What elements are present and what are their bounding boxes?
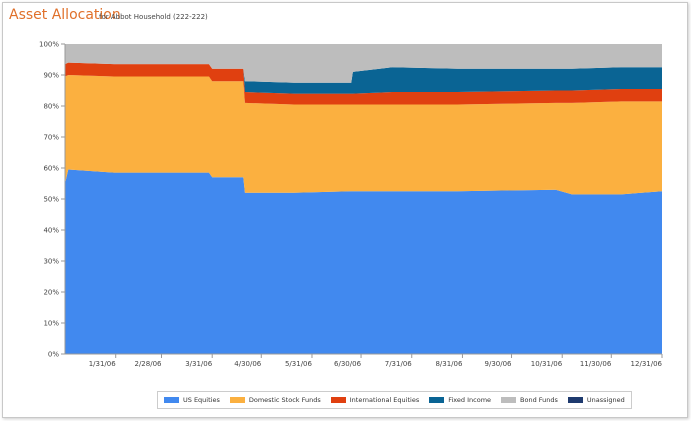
y-tick-label: 100% [39,41,59,49]
legend-item[interactable]: Unassigned [567,396,625,404]
y-tick-label: 70% [43,134,59,142]
y-tick-label: 60% [43,165,59,173]
area-us-equities [65,169,662,354]
y-tick-label: 40% [43,227,59,235]
area-international-equities [65,62,662,105]
legend-label: Domestic Stock Funds [248,396,321,404]
y-tick-label: 90% [43,72,59,80]
x-tick-label: 2/28/06 [135,360,163,368]
x-tick-label: 5/31/06 [285,360,313,368]
page-title: Asset Allocation [9,7,121,23]
legend-swatch [501,397,517,403]
x-tick-label: 7/31/06 [385,360,413,368]
x-tick-label: 3/31/06 [185,360,213,368]
legend-label: Fixed Income [448,396,492,404]
legend-label: Unassigned [586,396,625,404]
area-bond-funds [65,44,662,83]
legend: US Equities Domestic Stock Funds Internati… [157,391,632,409]
x-tick-label: 8/31/06 [435,360,463,368]
legend-item[interactable]: International Equities [330,396,420,404]
x-tick-label: 12/31/06 [631,360,663,368]
x-tick-label: 9/30/06 [485,360,513,368]
y-tick-label: 10% [43,320,59,328]
x-tick-label: 4/30/06 [234,360,262,368]
legend-swatch [330,397,346,403]
legend-item[interactable]: Domestic Stock Funds [229,396,321,404]
x-tick-label: 10/31/06 [531,360,563,368]
y-tick-label: 20% [43,289,59,297]
y-tick-label: 50% [43,196,59,204]
area-domestic-stock-funds [65,75,662,195]
legend-swatch [229,397,245,403]
area-fixed-income [65,62,662,94]
legend-item[interactable]: Fixed Income [429,396,491,404]
legend-swatch [164,397,179,403]
legend-item[interactable]: US Equities [164,396,220,404]
y-tick-label: 80% [43,103,59,111]
legend-label: US Equities [183,396,220,404]
page-subtitle: for Abbot Household (222-222) [99,13,208,21]
legend-label: International Equities [349,396,420,404]
x-tick-label: 11/30/06 [580,360,612,368]
legend-item[interactable]: Bond Funds [501,396,558,404]
legend-swatch [429,397,445,403]
x-tick-label: 1/31/06 [89,360,117,368]
legend-swatch [567,397,583,403]
y-tick-label: 0% [48,351,59,359]
y-tick-label: 30% [43,258,59,266]
legend-label: Bond Funds [520,396,558,404]
x-tick-label: 6/30/06 [334,360,362,368]
